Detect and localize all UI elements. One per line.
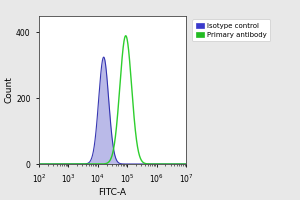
Y-axis label: Count: Count	[4, 77, 13, 103]
X-axis label: FITC-A: FITC-A	[98, 188, 127, 197]
Legend: Isotype control, Primary antibody: Isotype control, Primary antibody	[192, 19, 270, 41]
